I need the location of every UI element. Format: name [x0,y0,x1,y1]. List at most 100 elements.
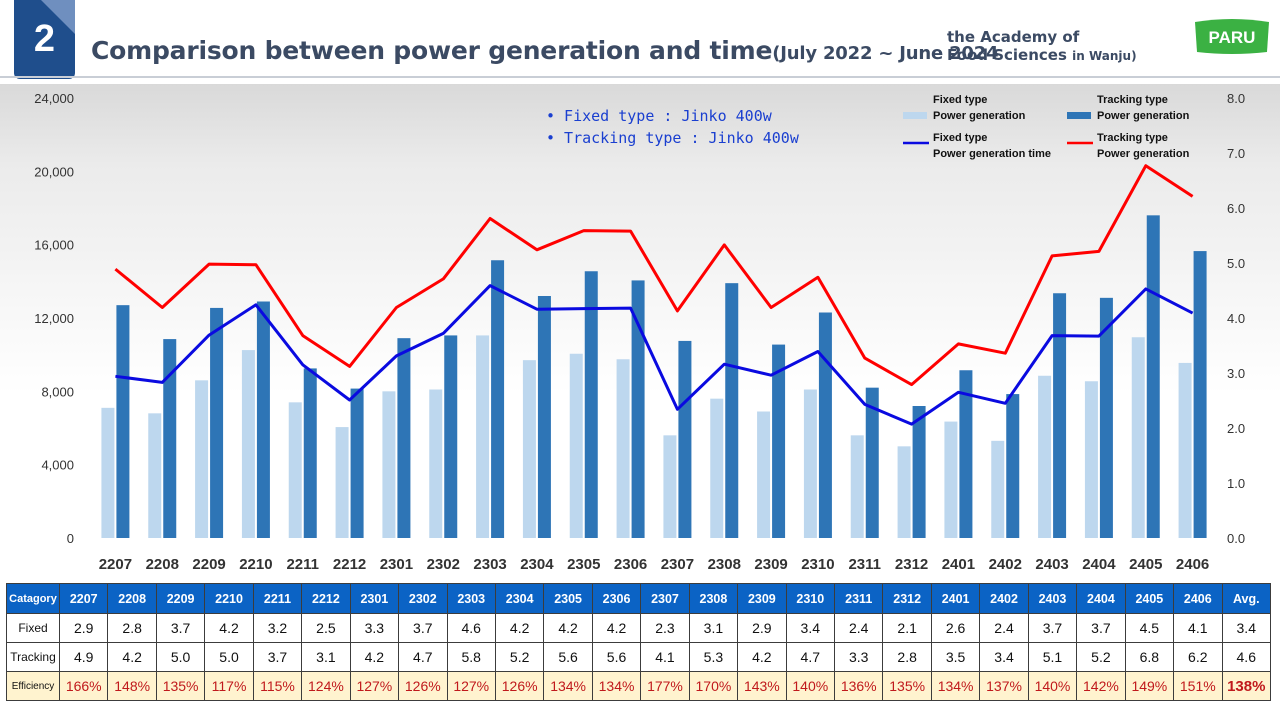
fixed-bar [710,398,724,538]
tracking-bar [584,271,598,538]
table-cell: 135% [882,671,932,701]
table-cell: 127% [349,671,400,701]
table-cell: 5.2 [494,642,545,672]
paru-logo-text: PARU [1209,28,1256,47]
fixed-bar [148,413,162,538]
tracking-bar [1053,293,1067,538]
legend-label: Power generation [1097,110,1190,122]
page-title: Comparison between power generation and … [91,36,999,65]
table-cell: 2.8 [107,613,157,643]
tracking-bar [912,406,926,538]
fixed-bar [1131,337,1145,538]
table-header-cell: 2305 [543,583,593,614]
table-cell: 134% [930,671,981,701]
legend-swatch [1067,112,1091,119]
table-header-cell: 2403 [1027,583,1078,614]
tracking-bar [303,368,317,538]
fixed-bar [991,440,1005,538]
fixed-bar [1178,362,1192,538]
table-cell: 4.1 [1173,613,1223,643]
table-cell: 3.4 [785,613,836,643]
right-axis-tick-label: 7.0 [1227,146,1245,161]
tracking-time-line [114,164,1194,387]
table-header-cell: 2303 [446,583,496,614]
table-row: Tracking 4.9 4.2 5.0 5.0 3.7 3.1 4.2 4.7 5.8 5.2 5.… [6,642,1271,672]
table-cell: 2.9 [58,613,109,643]
right-axis-tick-label: 4.0 [1227,311,1245,326]
x-axis-tick-label: 2209 [192,556,225,573]
legend-label: Power generation time [933,148,1051,160]
table-row-label: Fixed [6,613,60,643]
fixed-bar [1084,381,1098,538]
tracking-bar [350,388,364,538]
table-cell: 166% [58,671,109,701]
academy-line2-main: Food Sciences [947,46,1067,64]
fixed-bar [803,389,817,538]
tracking-bar [959,370,973,538]
left-axis-tick-label: 8,000 [41,384,74,399]
table-cell: 4.2 [737,642,787,672]
table-cell: 134% [591,671,642,701]
x-axis-tick-label: 2403 [1035,556,1068,573]
table-cell: 5.3 [688,642,739,672]
tracking-bar [1099,297,1113,538]
table-cell: 4.5 [1124,613,1175,643]
table-header-cell: 2312 [882,583,932,614]
table-header-cell: 2302 [398,583,448,614]
x-axis-tick-label: 2312 [895,556,928,573]
table-header-cell: 2402 [979,583,1029,614]
lines-layer [114,164,1194,426]
fixed-bar [1038,375,1052,538]
chart-annotation: • Tracking type : Jinko 400w [546,129,800,147]
table-header-cell: 2208 [107,583,157,614]
table-cell: 4.2 [591,613,642,643]
table-cell: 3.7 [1076,613,1126,643]
fixed-bar [382,391,396,538]
table-cell: 5.0 [155,642,206,672]
table-header-cell: 2211 [252,583,303,614]
table-cell: 5.6 [591,642,642,672]
x-axis-tick-label: 2308 [708,556,741,573]
table-cell: 6.2 [1173,642,1223,672]
table-cell: 2.6 [930,613,981,643]
table-cell: 3.7 [398,613,448,643]
table-cell: 117% [204,671,254,701]
legend-label: Fixed type [933,94,987,106]
table-cell: 126% [398,671,448,701]
fixed-bar [195,380,209,538]
table-cell: 3.5 [930,642,981,672]
x-axis-tick-label: 2212 [333,556,366,573]
table-header-cell: 2209 [155,583,206,614]
table-cell: 2.3 [640,613,690,643]
table-cell: 4.2 [204,613,254,643]
tracking-bar [116,305,130,538]
legend-label: Power generation [933,110,1026,122]
left-axis-tick-label: 24,000 [34,91,74,106]
academy-line1: the Academy of [947,28,1080,46]
table-header-cell: 2310 [785,583,836,614]
tracking-bar [678,340,692,538]
badge-fold [41,0,75,34]
table-header-cell: 2301 [349,583,400,614]
table-cell: 4.9 [58,642,109,672]
table-cell: 3.7 [155,613,206,643]
table-cell: 5.6 [543,642,593,672]
table-header-cell: 2212 [301,583,351,614]
paru-logo-shape [1195,19,1269,54]
table-cell: 142% [1076,671,1126,701]
fixed-bar [241,350,255,538]
tracking-bar [772,344,786,538]
x-axis-tick-label: 2208 [146,556,179,573]
right-axis-tick-label: 5.0 [1227,256,1245,271]
fixed-bar [616,359,630,538]
x-axis-tick-label: 2309 [754,556,787,573]
table-cell: 6.8 [1124,642,1175,672]
table-cell: 136% [833,671,884,701]
table-cell: 3.2 [252,613,303,643]
table-header-cell: 2207 [58,583,109,614]
table-cell: 4.2 [543,613,593,643]
tracking-bar [725,283,739,538]
power-chart: 24,000 20,000 16,000 12,000 8,000 4,000 0 8.0 7.… [34,91,1245,573]
table-row-label: Tracking [6,642,60,672]
legend: Fixed type Power generation Tracking type P… [903,94,1190,160]
